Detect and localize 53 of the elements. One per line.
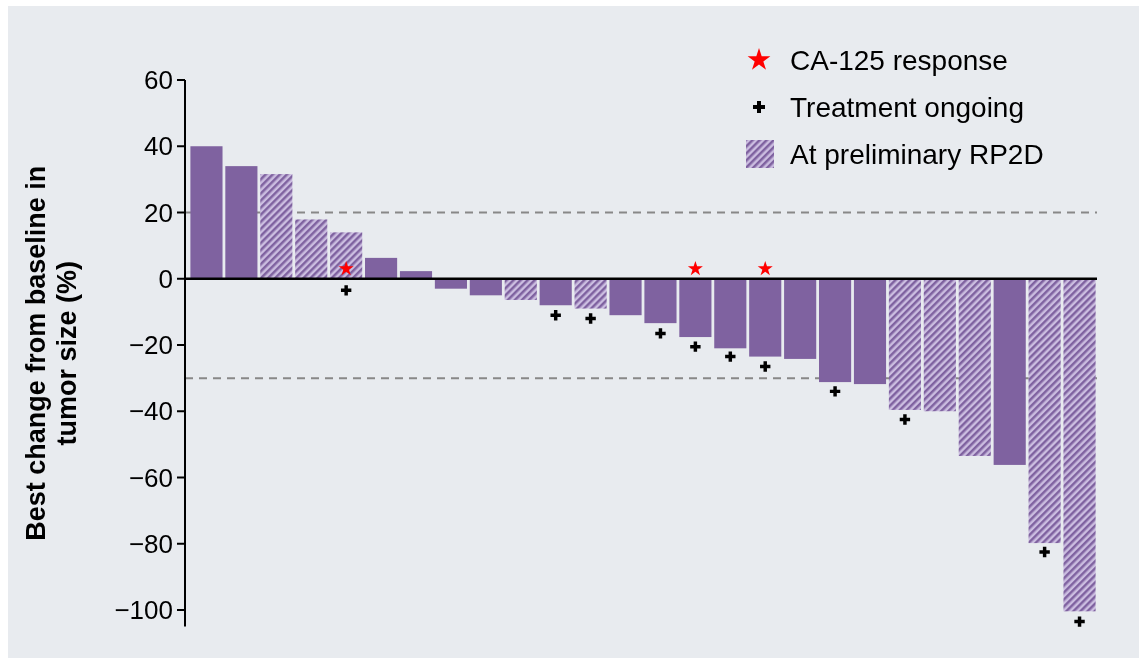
bar	[295, 219, 328, 279]
bar	[539, 278, 572, 306]
y-tick-label: −60	[128, 462, 173, 493]
point	[690, 341, 701, 352]
bar	[260, 174, 293, 279]
y-tick-label: −100	[114, 595, 173, 626]
bar	[714, 278, 747, 349]
point	[757, 260, 773, 276]
point	[338, 260, 354, 276]
bar	[609, 278, 642, 316]
point	[585, 313, 596, 324]
y-tick-label: 20	[144, 197, 173, 228]
y-tick-label: 40	[144, 131, 173, 162]
bar	[679, 278, 712, 338]
bar	[644, 278, 677, 324]
bar	[225, 166, 258, 279]
bar	[330, 232, 363, 279]
point	[829, 386, 841, 397]
bar	[434, 278, 467, 289]
point	[655, 328, 666, 339]
y-axis-title: Best change from baseline in tumor size (%)	[21, 165, 82, 541]
bar	[888, 278, 921, 410]
y-tick-label: −80	[128, 528, 173, 559]
legend-label: At preliminary RP2D	[790, 138, 1044, 170]
bar	[993, 278, 1026, 465]
point	[550, 309, 561, 321]
point	[340, 285, 352, 296]
legend-label: Treatment ongoing	[790, 91, 1024, 123]
bar	[365, 257, 398, 279]
bar	[469, 278, 502, 296]
bar	[504, 278, 537, 300]
bar	[923, 278, 956, 412]
point	[725, 351, 736, 362]
legend-label: CA-125 response	[790, 44, 1008, 76]
bar	[819, 278, 852, 383]
point	[687, 260, 703, 276]
bar	[749, 278, 782, 357]
bar	[853, 278, 887, 385]
bar	[190, 146, 223, 279]
point	[760, 361, 771, 372]
point	[1039, 546, 1050, 558]
y-tick-label: 0	[158, 263, 173, 294]
bar	[784, 278, 817, 359]
point	[899, 414, 911, 425]
bar	[399, 271, 433, 279]
y-tick-label: 60	[144, 65, 173, 96]
point	[1074, 616, 1085, 627]
bar	[1028, 278, 1061, 544]
bar	[574, 278, 607, 309]
y-tick-label: −20	[128, 330, 173, 361]
y-tick-label: −40	[128, 396, 173, 427]
bar	[1063, 278, 1096, 612]
bar	[958, 278, 991, 456]
